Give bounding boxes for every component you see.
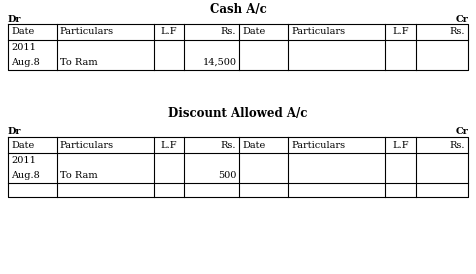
Text: Date: Date — [242, 141, 266, 150]
Text: Rs.: Rs. — [449, 141, 465, 150]
Text: Cr: Cr — [455, 15, 468, 24]
Text: Rs.: Rs. — [221, 27, 237, 36]
Text: To Ram: To Ram — [60, 171, 97, 180]
Text: Cr: Cr — [455, 127, 468, 136]
Text: To Ram: To Ram — [60, 58, 97, 67]
Text: Particulars: Particulars — [291, 141, 345, 150]
Text: Aug.8: Aug.8 — [11, 58, 40, 67]
Text: Dr: Dr — [8, 127, 21, 136]
Text: L.F: L.F — [392, 141, 409, 150]
Text: L.F: L.F — [392, 27, 409, 36]
Text: Discount Allowed A/c: Discount Allowed A/c — [169, 107, 307, 121]
Text: Aug.8: Aug.8 — [11, 171, 40, 180]
Text: 2011: 2011 — [11, 156, 36, 165]
Text: 14,500: 14,500 — [202, 58, 237, 67]
Text: Particulars: Particulars — [60, 27, 114, 36]
Text: Particulars: Particulars — [60, 141, 114, 150]
Text: Particulars: Particulars — [291, 27, 345, 36]
Text: Date: Date — [242, 27, 266, 36]
Text: 500: 500 — [218, 171, 237, 180]
Text: Date: Date — [11, 141, 34, 150]
Text: 2011: 2011 — [11, 43, 36, 52]
Text: L.F: L.F — [161, 27, 178, 36]
Text: Cash A/c: Cash A/c — [209, 2, 267, 16]
Text: Dr: Dr — [8, 15, 21, 24]
Text: Rs.: Rs. — [221, 141, 237, 150]
Text: Date: Date — [11, 27, 34, 36]
Text: Rs.: Rs. — [449, 27, 465, 36]
Text: L.F: L.F — [161, 141, 178, 150]
